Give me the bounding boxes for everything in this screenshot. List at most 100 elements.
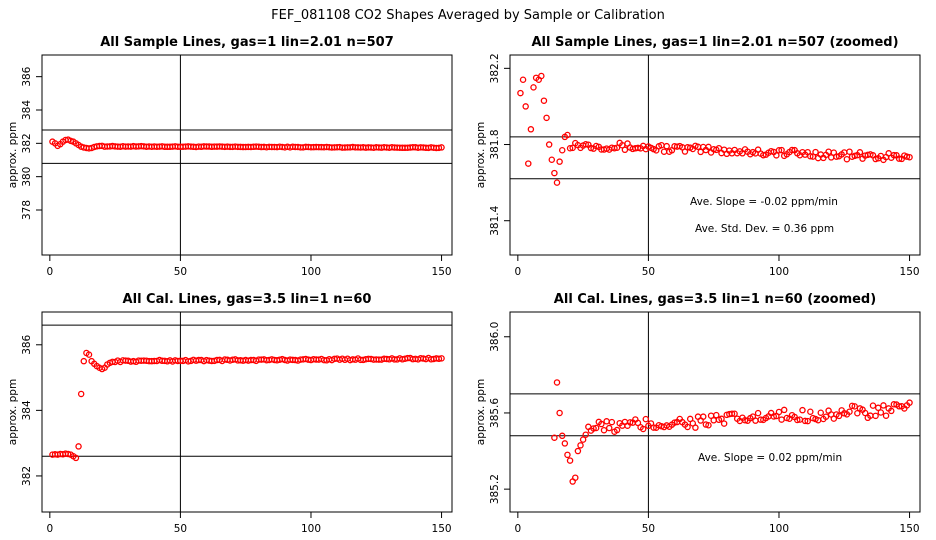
y-tick-label: 384 <box>21 400 33 420</box>
x-tick-label: 0 <box>46 523 53 535</box>
x-tick-label: 0 <box>514 523 521 535</box>
data-point <box>846 408 853 415</box>
data-point <box>705 143 712 151</box>
data-point <box>435 144 443 152</box>
data-point <box>634 144 642 152</box>
data-point <box>551 434 558 441</box>
data-point <box>760 151 767 159</box>
data-point <box>812 148 819 156</box>
data-point <box>770 413 778 420</box>
data-point <box>611 144 618 152</box>
x-tick-label: 50 <box>642 266 655 278</box>
data-point <box>741 416 749 424</box>
data-point <box>861 409 869 417</box>
chart-panel-4: All Cal. Lines, gas=3.5 lin=1 n=60 (zoom… <box>475 292 921 535</box>
data-point <box>880 402 887 409</box>
data-point <box>882 412 890 419</box>
data-point <box>895 155 903 162</box>
data-point <box>553 379 561 386</box>
data-point <box>564 451 571 459</box>
plot-frame <box>509 54 921 256</box>
data-point <box>877 409 885 416</box>
x-tick-label: 100 <box>769 523 789 535</box>
data-point <box>788 146 796 154</box>
chart-panel-2: All Sample Lines, gas=1 lin=2.01 n=507 (… <box>475 35 921 278</box>
data-point <box>545 141 553 148</box>
chart-panel-1: All Sample Lines, gas=1 lin=2.01 n=507 ap… <box>7 35 453 278</box>
data-point <box>720 420 728 427</box>
y-tick-label: 384 <box>21 100 33 120</box>
data-point <box>587 144 595 152</box>
plot-frame <box>41 311 453 513</box>
stats-annotation: Ave. Slope = 0.02 ppm/min <box>698 452 842 464</box>
data-point <box>522 103 529 110</box>
data-point <box>548 156 556 164</box>
data-point <box>435 355 443 363</box>
data-point <box>621 146 629 154</box>
data-point <box>775 147 783 154</box>
y-tick-label: 380 <box>21 167 33 187</box>
figure-title: FEF_081108 CO2 Shapes Averaged by Sample… <box>271 8 665 23</box>
x-tick-label: 100 <box>769 266 789 278</box>
y-tick-label: 381.8 <box>489 129 501 159</box>
chart-panel-3: All Cal. Lines, gas=3.5 lin=1 n=60 approx… <box>7 292 453 535</box>
data-point <box>600 426 608 434</box>
data-point <box>856 149 864 156</box>
data-points <box>49 136 445 152</box>
data-point <box>906 153 913 161</box>
data-point <box>713 411 720 419</box>
data-point <box>906 399 913 406</box>
data-point <box>603 418 610 425</box>
y-tick-label: 382 <box>21 466 33 486</box>
data-point <box>551 169 558 177</box>
data-point <box>566 457 574 464</box>
data-point <box>890 151 898 159</box>
data-point <box>517 89 524 97</box>
chart-title: All Sample Lines, gas=1 lin=2.01 n=507 <box>100 35 394 50</box>
data-point <box>558 146 566 154</box>
chart-title: All Sample Lines, gas=1 lin=2.01 n=507 (… <box>531 35 898 50</box>
data-point <box>530 84 537 91</box>
data-point <box>642 415 650 423</box>
x-tick-label: 150 <box>432 266 452 278</box>
data-point <box>613 426 621 434</box>
x-tick-label: 0 <box>514 266 521 278</box>
data-point <box>705 422 712 429</box>
y-tick-label: 378 <box>21 200 33 220</box>
data-point <box>553 179 561 186</box>
y-axis-label: approx. ppm <box>7 379 19 445</box>
data-point <box>564 131 571 139</box>
data-point <box>77 390 85 398</box>
data-point <box>895 403 903 410</box>
data-point <box>903 153 911 160</box>
x-tick-label: 50 <box>174 523 187 535</box>
y-tick-label: 385.2 <box>489 474 501 504</box>
chart-title: All Cal. Lines, gas=3.5 lin=1 n=60 (zoom… <box>554 292 876 307</box>
data-point <box>608 418 616 426</box>
data-point <box>833 153 840 160</box>
y-tick-label: 381.4 <box>489 205 501 235</box>
data-point <box>660 148 668 155</box>
x-tick-label: 50 <box>642 523 655 535</box>
x-tick-label: 0 <box>46 266 53 278</box>
data-point <box>80 357 88 365</box>
data-point <box>804 417 811 425</box>
y-axis-label: approx. ppm <box>475 379 487 445</box>
data-point <box>671 419 678 426</box>
plot-frame <box>509 311 921 513</box>
data-points <box>551 379 913 485</box>
data-point <box>731 410 738 418</box>
data-point <box>728 410 736 417</box>
data-point <box>626 419 634 426</box>
data-point <box>807 408 814 415</box>
data-point <box>817 409 825 416</box>
data-point <box>582 431 589 438</box>
data-point <box>613 144 621 151</box>
data-points <box>517 72 913 186</box>
data-point <box>710 417 717 424</box>
data-point <box>582 141 589 148</box>
data-point <box>598 420 605 428</box>
data-point <box>773 152 780 159</box>
data-point <box>558 432 566 440</box>
